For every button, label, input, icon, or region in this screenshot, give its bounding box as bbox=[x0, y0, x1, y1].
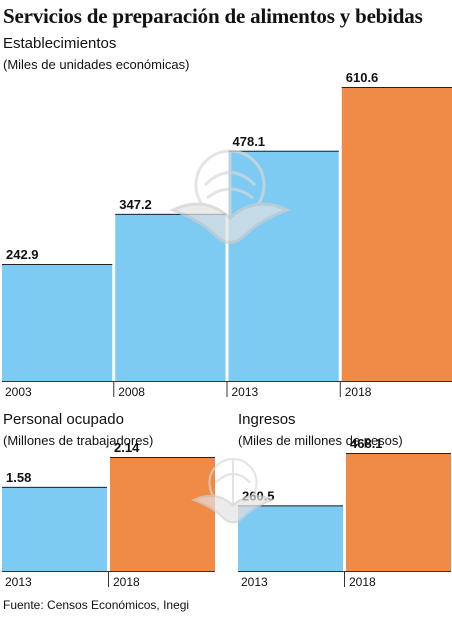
ingresos-bar-chart: 260.5 2013 468.1 2018 bbox=[238, 436, 451, 589]
personal-ocupado-bar-chart: 1.58 2013 2.14 2018 bbox=[2, 440, 215, 589]
value-label: 347.2 bbox=[119, 197, 152, 212]
chart-3-unit: (Miles de millones de pesos) bbox=[238, 433, 403, 448]
bar-2018 bbox=[341, 87, 452, 381]
bar-2013 bbox=[238, 505, 343, 571]
value-label: 610.6 bbox=[346, 70, 379, 85]
bar-2013 bbox=[2, 486, 107, 571]
x-tick-label: 2013 bbox=[5, 575, 32, 589]
x-tick-label: 2018 bbox=[113, 575, 140, 589]
chart-2-title: Personal ocupado bbox=[3, 411, 124, 428]
chart-1-title: Establecimientos bbox=[3, 35, 117, 52]
x-tick-label: 2013 bbox=[232, 385, 259, 399]
value-label: 468.1 bbox=[350, 436, 383, 451]
value-label: 2.14 bbox=[114, 440, 140, 455]
x-tick-label: 2018 bbox=[349, 575, 376, 589]
establecimientos-bar-chart: 242.9 2003 347.2 2008 478.1 2013 610.6 2018 bbox=[2, 70, 452, 399]
value-label: 1.58 bbox=[6, 470, 31, 485]
chart-title: Servicios de preparación de alimentos y … bbox=[3, 4, 423, 28]
x-tick-label: 2013 bbox=[241, 575, 268, 589]
bar-2018 bbox=[346, 453, 451, 571]
value-label: 478.1 bbox=[233, 134, 266, 149]
x-tick-label: 2008 bbox=[118, 385, 145, 399]
value-label: 260.5 bbox=[242, 488, 275, 503]
source-note: Fuente: Censos Económicos, Inegi bbox=[3, 598, 190, 612]
chart-3-title: Ingresos bbox=[238, 411, 296, 428]
chart-1-unit: (Miles de unidades económicas) bbox=[3, 57, 190, 72]
chart-2-unit: (Millones de trabajadores) bbox=[3, 433, 154, 448]
bar-2003 bbox=[2, 264, 113, 381]
value-label: 242.9 bbox=[6, 247, 39, 262]
x-tick-label: 2018 bbox=[345, 385, 372, 399]
x-tick-label: 2003 bbox=[5, 385, 32, 399]
